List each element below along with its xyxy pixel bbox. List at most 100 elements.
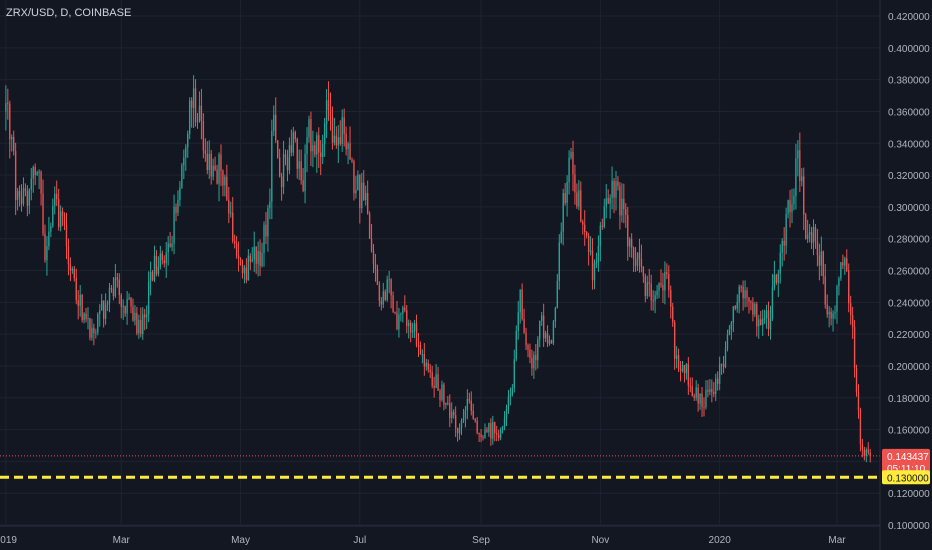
candle-body <box>275 114 277 141</box>
candle-body <box>599 225 602 246</box>
candles-layer <box>5 75 871 463</box>
countdown-label: 05:11:10 <box>887 464 926 475</box>
candle-body <box>320 152 322 157</box>
candle-body <box>476 420 478 433</box>
candle-body <box>265 224 267 237</box>
candle-body <box>304 153 306 191</box>
candle-body <box>56 193 58 200</box>
candle-body <box>449 403 451 418</box>
candle-body <box>672 306 674 323</box>
support-price-label: 0.130000 <box>887 473 929 484</box>
candle-body <box>846 258 848 271</box>
candle-body <box>748 297 750 302</box>
candle-body <box>269 201 271 209</box>
candle-body <box>814 227 817 241</box>
x-tick-label: Mar <box>828 535 846 546</box>
candle-body <box>138 320 140 334</box>
candle-body <box>537 339 539 361</box>
candle-body <box>222 170 224 186</box>
candle-body <box>585 232 588 236</box>
candle-body <box>574 174 576 193</box>
candle-body <box>533 355 535 369</box>
candle-body <box>454 415 457 429</box>
candle-body <box>204 150 207 154</box>
candle-body <box>658 283 660 291</box>
price-axis[interactable]: 0.1000000.1200000.1400000.1600000.180000… <box>888 12 930 532</box>
candle-body <box>740 286 742 288</box>
candle-body <box>640 258 643 267</box>
candle-body <box>771 287 774 319</box>
candle-body <box>71 268 74 271</box>
candle-body <box>857 392 860 410</box>
candle-body <box>607 198 609 204</box>
candle-body <box>136 312 138 334</box>
candle-body <box>505 408 508 419</box>
candle-body <box>95 332 97 334</box>
candle-body <box>54 193 56 206</box>
candle-body <box>357 174 359 190</box>
candle-body <box>294 132 296 140</box>
candle-body <box>157 266 160 274</box>
candle-body <box>499 429 502 438</box>
candle-body <box>646 282 648 297</box>
candle-body <box>513 359 515 389</box>
candle-body <box>97 313 99 333</box>
candle-body <box>69 264 72 271</box>
candle-body <box>501 426 504 430</box>
candle-body <box>738 286 740 302</box>
candle-body <box>65 224 68 247</box>
candle-body <box>627 215 629 247</box>
candle-body <box>492 422 494 439</box>
candle-body <box>130 297 132 307</box>
candle-body <box>5 102 7 112</box>
grid-lines <box>0 0 880 526</box>
candle-body <box>77 300 79 306</box>
candle-body <box>693 395 695 398</box>
candle-body <box>478 432 480 435</box>
candle-body <box>535 355 537 361</box>
candle-body <box>632 247 635 259</box>
candle-body <box>754 304 756 315</box>
x-tick-label: May <box>231 535 250 546</box>
y-tick-label: 0.200000 <box>888 362 930 373</box>
candle-body <box>165 252 167 264</box>
candle-body <box>773 274 776 288</box>
candle-body <box>396 312 398 330</box>
candle-body <box>507 396 510 409</box>
candle-body <box>112 289 115 297</box>
candle-body <box>593 263 596 281</box>
candle-body <box>488 423 490 433</box>
candle-body <box>339 137 341 144</box>
candle-body <box>411 330 414 333</box>
time-axis[interactable]: 2019 Mar May Jul Sep Nov 2020 Mar <box>0 535 846 546</box>
candle-body <box>300 161 302 181</box>
candle-body <box>652 300 654 302</box>
candle-body <box>144 314 146 318</box>
candle-body <box>490 423 492 439</box>
candle-body <box>261 252 263 266</box>
candle-body <box>466 399 469 411</box>
candle-body <box>722 363 725 368</box>
candle-body <box>447 402 449 404</box>
candle-body <box>742 286 744 299</box>
candle-body <box>763 318 766 320</box>
candle-body <box>220 154 222 171</box>
candle-body <box>566 182 568 203</box>
candle-body <box>102 300 105 319</box>
candle-body <box>122 306 124 308</box>
candle-body <box>621 198 623 216</box>
candle-body <box>480 434 482 437</box>
candle-body <box>308 119 310 138</box>
candle-body <box>515 331 517 360</box>
y-tick-label: 0.340000 <box>888 139 930 150</box>
candle-body <box>443 384 445 405</box>
candle-body <box>619 186 621 216</box>
candle-body <box>527 345 529 350</box>
candle-body <box>453 411 455 416</box>
candle-body <box>14 151 17 200</box>
candle-body <box>744 290 746 299</box>
candle-body <box>662 284 664 291</box>
candle-body <box>185 147 187 158</box>
candle-body <box>271 130 273 202</box>
